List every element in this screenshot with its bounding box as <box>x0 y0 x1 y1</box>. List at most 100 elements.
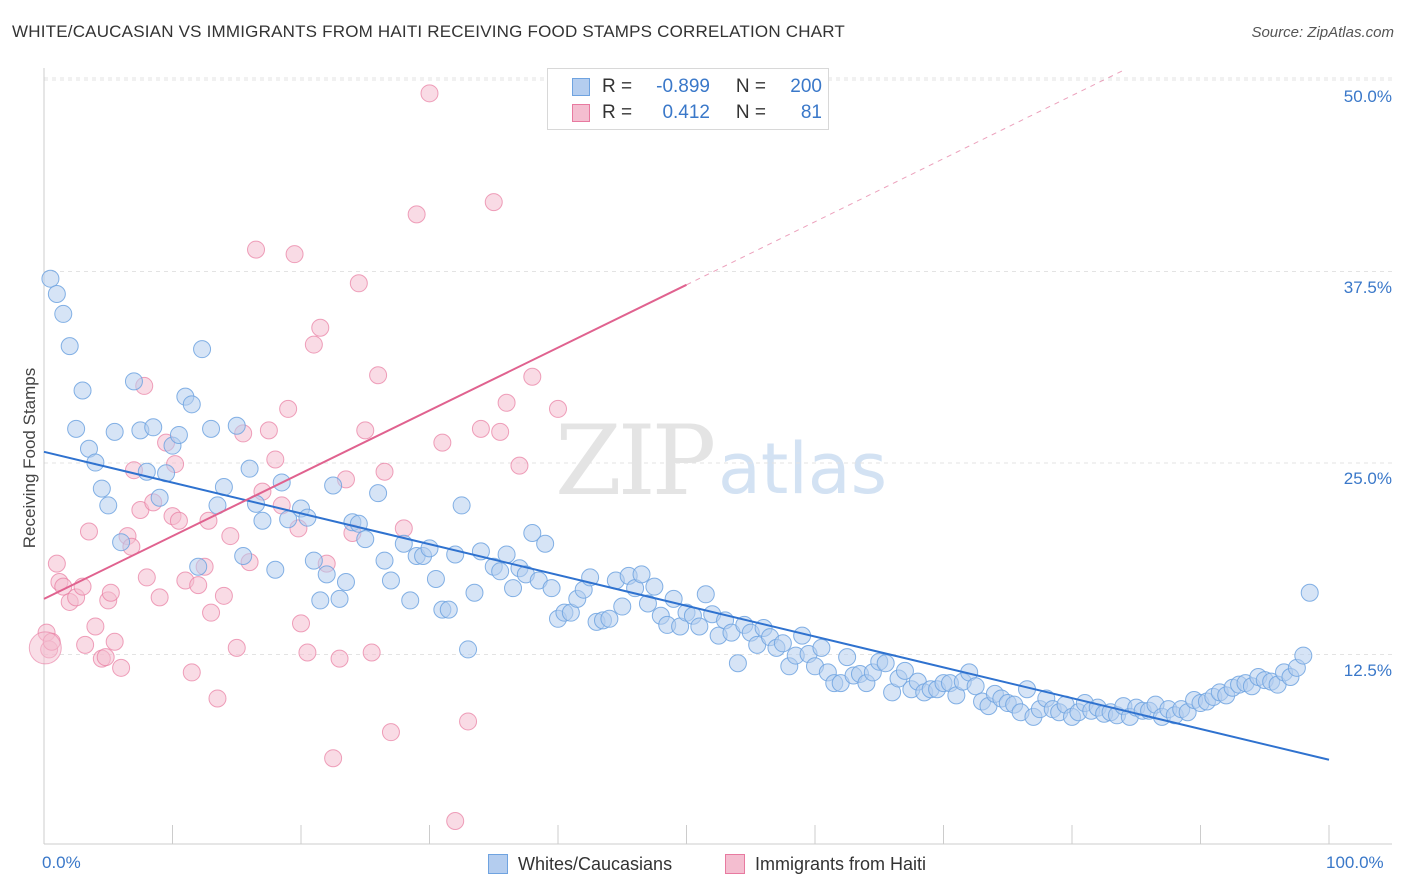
x-tick-label-100: 100.0% <box>1326 853 1384 872</box>
white-point-1 <box>47 285 66 304</box>
y-tick-label-37-5: 37.5% <box>1343 278 1392 297</box>
haiti-point-52 <box>304 335 323 354</box>
white-point-94 <box>690 617 709 636</box>
white-point-16 <box>150 488 169 507</box>
haiti-point-70 <box>459 712 478 731</box>
white-point-5 <box>73 381 92 400</box>
white-point-44 <box>349 514 368 533</box>
white-point-0 <box>41 269 60 288</box>
white-point-85 <box>632 565 651 584</box>
axes <box>43 68 1392 845</box>
haiti-point-42 <box>247 240 266 259</box>
white-point-22 <box>189 557 208 576</box>
haiti-point-67 <box>420 84 439 103</box>
bottom-legend-label-haiti: Immigrants from Haiti <box>755 853 927 874</box>
haiti-point-25 <box>150 588 169 607</box>
x-tick-label-0: 0.0% <box>42 853 81 872</box>
white-point-123 <box>876 654 895 673</box>
haiti-point-31 <box>182 663 201 682</box>
white-point-10 <box>105 422 124 441</box>
trend-line-haiti-extended <box>686 69 1124 286</box>
white-point-32 <box>266 560 285 579</box>
haiti-point-29 <box>169 511 188 530</box>
haiti-point-35 <box>202 603 221 622</box>
legend-r-value-haiti: 0.412 <box>662 102 710 123</box>
haiti-point-62 <box>369 366 388 385</box>
legend-n-label: N = <box>735 76 766 97</box>
haiti-point-45 <box>266 450 285 469</box>
haiti-point-76 <box>523 367 542 386</box>
source-label: Source: ZipAtlas.com <box>1251 24 1394 41</box>
legend-row-whites: R = -0.899 N = 200 <box>572 74 822 100</box>
haiti-point-38 <box>221 527 240 546</box>
haiti-point-47 <box>279 399 298 418</box>
bottom-legend-swatch-haiti <box>725 854 745 874</box>
y-axis-label: Receiving Food Stamps <box>20 367 39 549</box>
white-point-86 <box>638 594 657 613</box>
bottom-legend-whites: Whites/Caucasians <box>488 852 672 876</box>
white-point-31 <box>253 511 272 530</box>
white-point-28 <box>234 546 253 565</box>
white-point-11 <box>112 533 131 552</box>
haiti-point-9 <box>76 635 95 654</box>
haiti-point-61 <box>362 643 381 662</box>
white-point-36 <box>298 508 317 527</box>
haiti-point-23 <box>137 568 156 587</box>
white-point-41 <box>330 589 349 608</box>
legend-r-value-whites: -0.899 <box>656 76 710 97</box>
haiti-points <box>28 84 567 831</box>
legend-n-label: N = <box>735 102 766 123</box>
haiti-point-large <box>28 631 62 665</box>
haiti-point-69 <box>446 812 465 831</box>
white-point-58 <box>452 496 471 515</box>
white-point-9 <box>99 496 118 515</box>
haiti-point-55 <box>324 749 343 768</box>
white-point-8 <box>92 479 111 498</box>
legend-r-label: R = <box>602 76 633 97</box>
white-point-12 <box>124 372 143 391</box>
haiti-point-56 <box>330 649 349 668</box>
white-point-48 <box>381 571 400 590</box>
white-point-46 <box>369 484 388 503</box>
white-point-47 <box>375 551 394 570</box>
haiti-point-66 <box>407 205 426 224</box>
legend-swatch-whites <box>572 78 590 96</box>
haiti-point-36 <box>208 689 227 708</box>
haiti-point-71 <box>471 419 490 438</box>
y-tick-label-12-5: 12.5% <box>1343 661 1392 680</box>
haiti-point-39 <box>227 638 246 657</box>
legend-row-haiti: R = 0.412 N = 81 <box>572 100 822 126</box>
white-point-70 <box>536 534 555 553</box>
white-point-45 <box>356 530 375 549</box>
white-point-71 <box>542 579 561 598</box>
white-point-40 <box>324 476 343 495</box>
haiti-point-44 <box>259 421 278 440</box>
white-point-80 <box>600 609 619 628</box>
haiti-point-32 <box>189 576 208 595</box>
haiti-point-48 <box>285 245 304 264</box>
bottom-legend-label-whites: Whites/Caucasians <box>518 853 673 874</box>
legend-n-value-haiti: 81 <box>800 102 822 123</box>
white-point-19 <box>169 425 188 444</box>
bottom-legend-haiti: Immigrants from Haiti <box>725 852 926 876</box>
haiti-point-74 <box>497 393 516 412</box>
trend-lines <box>43 69 1330 761</box>
chart-title: WHITE/CAUCASIAN VS IMMIGRANTS FROM HAITI… <box>12 22 846 41</box>
white-point-3 <box>60 337 79 356</box>
haiti-point-73 <box>491 422 510 441</box>
haiti-point-50 <box>292 614 310 633</box>
haiti-point-72 <box>484 193 503 212</box>
white-point-21 <box>182 395 201 414</box>
haiti-point-37 <box>214 586 233 605</box>
white-point-188 <box>1294 646 1313 665</box>
white-point-82 <box>613 597 632 616</box>
white-point-56 <box>439 600 458 619</box>
haiti-point-3 <box>47 554 66 573</box>
haiti-point-59 <box>349 274 368 293</box>
haiti-point-60 <box>356 421 375 440</box>
white-point-54 <box>426 569 445 588</box>
white-point-59 <box>459 640 478 659</box>
white-point-107 <box>773 634 792 653</box>
haiti-point-75 <box>510 456 529 475</box>
white-point-37 <box>304 551 323 570</box>
